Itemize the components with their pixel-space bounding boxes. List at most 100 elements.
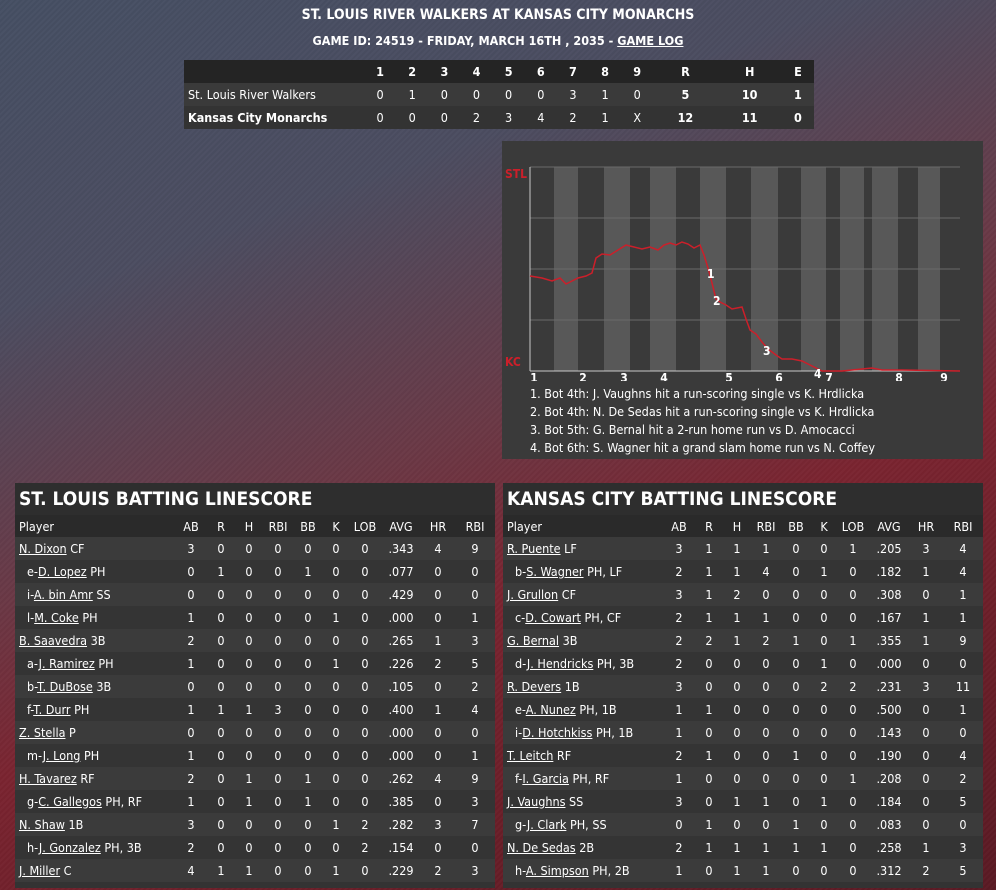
player-name-link[interactable]: A. Nunez xyxy=(525,702,576,717)
player-name-link[interactable]: J. Clark xyxy=(526,817,567,832)
player-name-link[interactable]: C. Gallegos xyxy=(38,794,102,809)
stat-cell: 0 xyxy=(293,675,323,698)
stat-cell: 0 xyxy=(235,675,263,698)
linescore-cell: 0 xyxy=(428,83,461,106)
stat-cell: 0 xyxy=(751,652,781,675)
player-name-link[interactable]: J. Grullon xyxy=(507,587,559,602)
stat-cell: 0 xyxy=(207,744,235,767)
player-name-link[interactable]: D. Hotchkiss xyxy=(522,725,593,740)
stat-cell: 0 xyxy=(837,560,869,583)
stat-cell: 0 xyxy=(349,859,381,882)
col-header[interactable]: K xyxy=(323,515,349,537)
stat-cell: 1 xyxy=(695,583,723,606)
col-header[interactable]: RBI xyxy=(263,515,293,537)
linescore-col: 4 xyxy=(460,60,493,83)
col-header[interactable]: AB xyxy=(663,515,695,537)
player-name-link[interactable]: J. Long xyxy=(42,748,81,763)
player-name-link[interactable]: T. Durr xyxy=(33,702,71,717)
col-header[interactable]: H xyxy=(235,515,263,537)
stat-cell: .105 xyxy=(381,675,421,698)
col-header[interactable]: HR xyxy=(909,515,943,537)
player-name-link[interactable]: N. De Sedas xyxy=(507,840,576,855)
col-header[interactable]: LOB xyxy=(837,515,869,537)
stat-cell: .500 xyxy=(869,698,909,721)
col-header[interactable]: AVG xyxy=(869,515,909,537)
player-name-link[interactable]: A. bin Amr xyxy=(33,587,93,602)
stat-cell: 1 xyxy=(781,744,811,767)
player-cell: h-A. Simpson PH, 2B xyxy=(503,859,663,882)
event-marker: 2 xyxy=(713,294,721,308)
linescore-cell: 2 xyxy=(556,106,589,129)
player-name-link[interactable]: N. Dixon xyxy=(19,541,67,556)
stat-cell: 2 xyxy=(175,836,207,859)
player-name-link[interactable]: J. Miller xyxy=(19,863,61,878)
linescore-cell: 0 xyxy=(364,106,397,129)
stat-cell: 0 xyxy=(323,560,349,583)
player-name-link[interactable]: H. Tavarez xyxy=(19,771,77,786)
sub-prefix: l- xyxy=(27,610,35,625)
col-header[interactable]: Player xyxy=(15,515,175,537)
player-name-link[interactable]: J. Ramirez xyxy=(38,656,95,671)
col-header[interactable]: RBI xyxy=(943,515,983,537)
player-name-link[interactable]: A. Simpson xyxy=(525,863,589,878)
stat-cell: 1 xyxy=(811,790,837,813)
player-position: PH xyxy=(78,610,98,625)
player-name-link[interactable]: T. DuBose xyxy=(37,679,93,694)
player-name-link[interactable]: R. Puente xyxy=(507,541,561,556)
player-name-link[interactable]: D. Cowart xyxy=(525,610,581,625)
player-row: b-S. Wagner PH, LF 2 1 1 4 0 1 0.182 1 4 xyxy=(503,560,983,583)
player-name-link[interactable]: Z. Stella xyxy=(19,725,66,740)
player-name-link[interactable]: T. Leitch xyxy=(507,748,554,763)
player-position: LF xyxy=(560,541,577,556)
sub-prefix: i- xyxy=(27,587,34,602)
player-name-link[interactable]: N. Shaw xyxy=(19,817,65,832)
stat-cell: 2 xyxy=(349,836,381,859)
stat-cell: 0 xyxy=(811,859,837,882)
stat-cell: 4 xyxy=(421,767,455,790)
player-name-link[interactable]: J. Hendricks xyxy=(526,656,594,671)
stat-cell: 0 xyxy=(943,652,983,675)
stat-cell: .226 xyxy=(381,652,421,675)
player-name-link[interactable]: R. Devers xyxy=(507,679,562,694)
stat-cell: .312 xyxy=(869,859,909,882)
player-name-link[interactable]: D. Lopez xyxy=(37,564,87,579)
col-header[interactable]: AVG xyxy=(381,515,421,537)
stat-cell: 3 xyxy=(175,537,207,560)
inning-tick-label: 3 xyxy=(620,371,628,381)
stat-cell: .262 xyxy=(381,767,421,790)
stat-cell: 2 xyxy=(421,652,455,675)
player-name-link[interactable]: I. Garcia xyxy=(522,771,569,786)
stat-cell: 0 xyxy=(421,721,455,744)
bottom-team-label: KC xyxy=(505,355,521,369)
player-name-link[interactable]: J. Gonzalez xyxy=(38,840,101,855)
stat-cell: 0 xyxy=(235,583,263,606)
col-header[interactable]: LOB xyxy=(349,515,381,537)
col-header[interactable]: R xyxy=(695,515,723,537)
player-name-link[interactable]: G. Bernal xyxy=(507,633,560,648)
stat-cell: 0 xyxy=(837,698,869,721)
player-cell: N. Shaw 1B xyxy=(15,813,175,836)
game-log-link[interactable]: GAME LOG xyxy=(617,33,684,48)
player-name-link[interactable]: M. Coke xyxy=(34,610,79,625)
player-position: 3B xyxy=(92,679,112,694)
player-name-link[interactable]: B. Saavedra xyxy=(19,633,88,648)
col-header[interactable]: AB xyxy=(175,515,207,537)
stat-cell: 0 xyxy=(323,721,349,744)
player-name-link[interactable]: S. Wagner xyxy=(526,564,584,579)
col-header[interactable]: RBI xyxy=(455,515,495,537)
stat-cell: 0 xyxy=(811,537,837,560)
col-header[interactable]: HR xyxy=(421,515,455,537)
col-header[interactable]: H xyxy=(723,515,751,537)
player-name-link[interactable]: J. Vaughns xyxy=(507,794,566,809)
col-header[interactable]: BB xyxy=(293,515,323,537)
col-header[interactable]: RBI xyxy=(751,515,781,537)
panel-title: ST. LOUIS BATTING LINESCORE xyxy=(15,483,495,515)
col-header[interactable]: R xyxy=(207,515,235,537)
col-header[interactable]: BB xyxy=(781,515,811,537)
stat-cell: 0 xyxy=(781,859,811,882)
col-header[interactable]: K xyxy=(811,515,837,537)
stat-cell: 1 xyxy=(695,606,723,629)
col-header[interactable]: Player xyxy=(503,515,663,537)
stat-cell: 1 xyxy=(723,790,751,813)
stat-cell: 0 xyxy=(421,583,455,606)
